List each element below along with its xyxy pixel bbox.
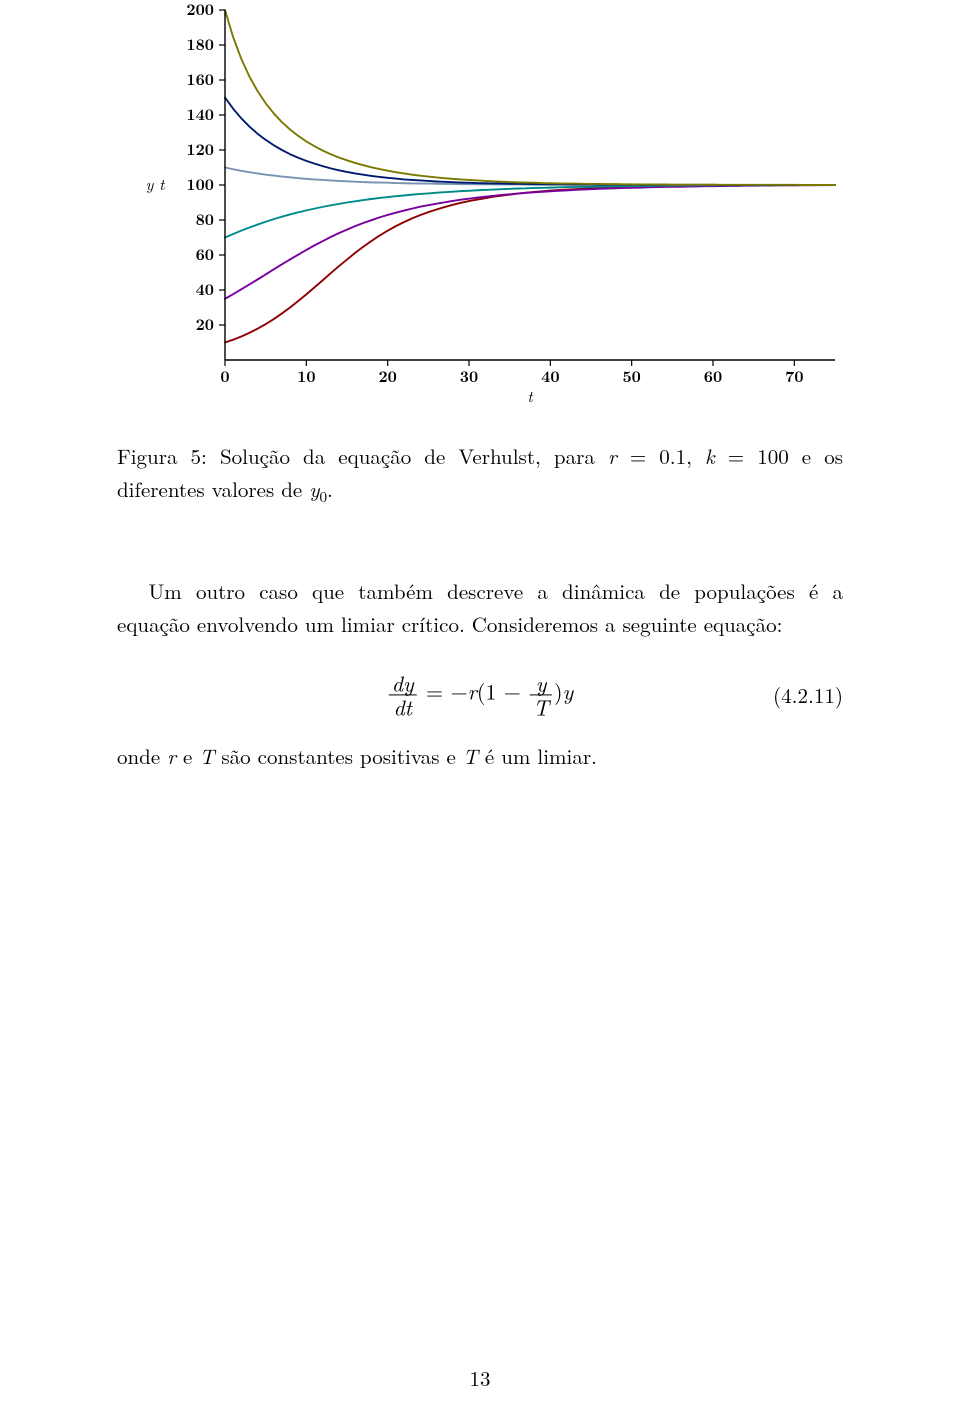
after-p1: onde [117, 741, 167, 771]
caption-k-var: k [705, 441, 715, 471]
caption-y-sub: 0 [319, 486, 327, 507]
caption-text: Figura 5: Solução da equação de Verhulst… [117, 441, 608, 471]
svg-text:140: 140 [186, 102, 214, 125]
caption-r-var: r [608, 441, 617, 471]
svg-text:0: 0 [220, 364, 229, 387]
caption-r-val: = 0.1, [617, 441, 705, 471]
svg-text:160: 160 [186, 67, 214, 90]
svg-text:y t: y t [146, 172, 166, 195]
caption-y-var: y [309, 474, 319, 504]
after-equation-text: onde r e T são constantes positivas e T … [117, 740, 843, 773]
svg-text:40: 40 [196, 277, 214, 300]
svg-text:100: 100 [186, 172, 214, 195]
equation-close: ) [554, 676, 563, 707]
equation-open: (1 − [477, 676, 528, 707]
equation-rhs-fraction: y T [530, 671, 552, 718]
equation-y: y [563, 676, 574, 707]
after-T: T [199, 741, 214, 771]
svg-text:30: 30 [460, 364, 478, 387]
svg-text:20: 20 [196, 312, 214, 335]
figure-caption: Figura 5: Solução da equação de Verhulst… [117, 440, 843, 508]
verhulst-chart: 0 10 20 30 40 50 60 70 20 40 60 80 100 120 140 160 180 20… [105, 0, 855, 410]
paragraph-text: Um outro caso que também descreve a dinâ… [117, 576, 843, 639]
caption-suffix: . [327, 474, 333, 504]
svg-text:60: 60 [704, 364, 722, 387]
equation-dt: dt [389, 696, 417, 719]
svg-text:10: 10 [297, 364, 315, 387]
svg-text:180: 180 [186, 32, 214, 55]
after-p4: é um limiar. [478, 741, 597, 771]
svg-text:70: 70 [785, 364, 803, 387]
body-paragraph: Um outro caso que também descreve a dinâ… [117, 575, 843, 640]
after-T2: T [463, 741, 478, 771]
equation-r: r [468, 676, 477, 707]
svg-text:t: t [527, 384, 533, 407]
svg-text:60: 60 [196, 242, 214, 265]
equation-T-den: T [530, 696, 552, 719]
equation-lhs-fraction: dy dt [389, 671, 417, 718]
equation: dy dt = −r(1 − y T )y [387, 671, 573, 718]
equation-row: dy dt = −r(1 − y T )y (4.2.11) [117, 665, 843, 725]
svg-text:80: 80 [196, 207, 214, 230]
svg-text:40: 40 [541, 364, 559, 387]
svg-text:200: 200 [186, 0, 214, 20]
svg-text:20: 20 [378, 364, 396, 387]
equation-equals: = − [419, 676, 468, 707]
after-p3: são constantes positivas e [214, 741, 462, 771]
after-r: r [167, 741, 176, 771]
equation-number: (4.2.11) [773, 680, 843, 710]
after-p2: e [176, 741, 199, 771]
page-number: 13 [470, 1363, 491, 1393]
svg-text:120: 120 [186, 137, 214, 160]
svg-text:50: 50 [622, 364, 640, 387]
